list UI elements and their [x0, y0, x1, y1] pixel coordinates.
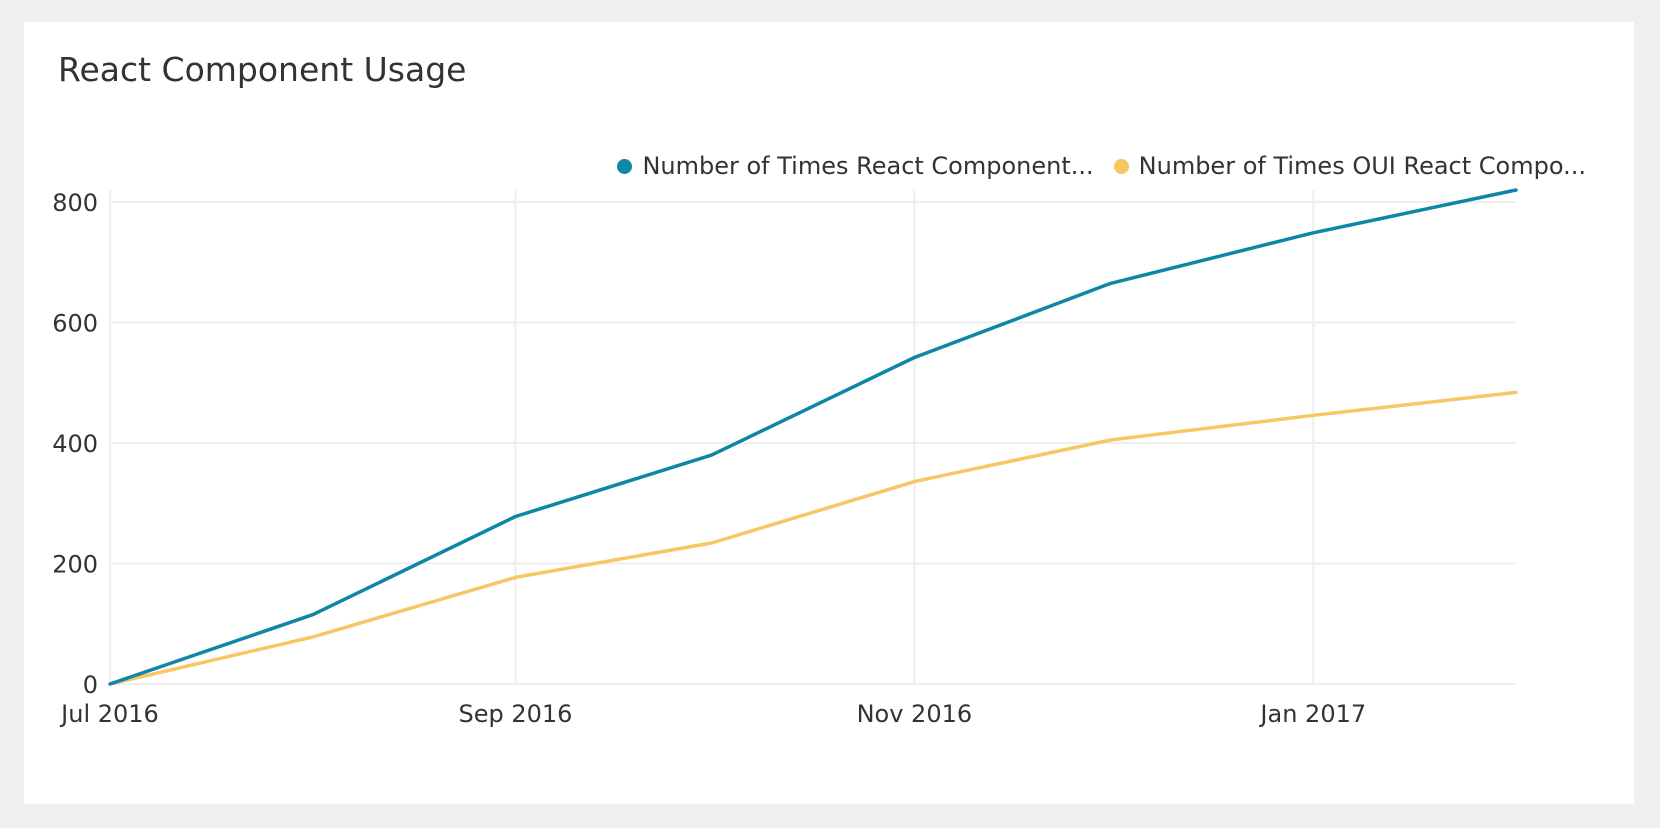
legend-label-react-component: Number of Times React Component... — [642, 152, 1094, 180]
y-tick-label: 200 — [52, 551, 98, 579]
chart-title: React Component Usage — [58, 50, 467, 89]
x-tick-label: Sep 2016 — [458, 700, 572, 728]
x-tick-label: Jul 2016 — [59, 700, 159, 728]
series-line-2 — [108, 390, 1518, 686]
y-tick-label: 400 — [52, 430, 98, 458]
legend-item-react-component[interactable]: Number of Times React Component... — [617, 152, 1094, 180]
x-tick-label: Nov 2016 — [857, 700, 973, 728]
line-chart: 0 200 400 600 800 Jul 2016 Sep 2016 Nov 2016 Jan… — [52, 188, 1518, 728]
legend-swatch-react-component — [617, 158, 633, 174]
legend-item-oui-react-component[interactable]: Number of Times OUI React Compo... — [1113, 152, 1586, 180]
y-tick-label: 0 — [83, 671, 98, 699]
legend-label-oui-react-component: Number of Times OUI React Compo... — [1138, 152, 1586, 180]
y-tick-label: 800 — [52, 189, 98, 217]
chart-card: React Component Usage Number of Times Re… — [24, 22, 1634, 804]
x-tick-label: Jan 2017 — [1258, 700, 1366, 728]
chart-legend: Number of Times React Component... Numbe… — [597, 152, 1586, 180]
legend-swatch-oui-react-component — [1113, 158, 1129, 174]
y-tick-label: 600 — [52, 310, 98, 338]
series-line-1 — [108, 188, 1518, 686]
